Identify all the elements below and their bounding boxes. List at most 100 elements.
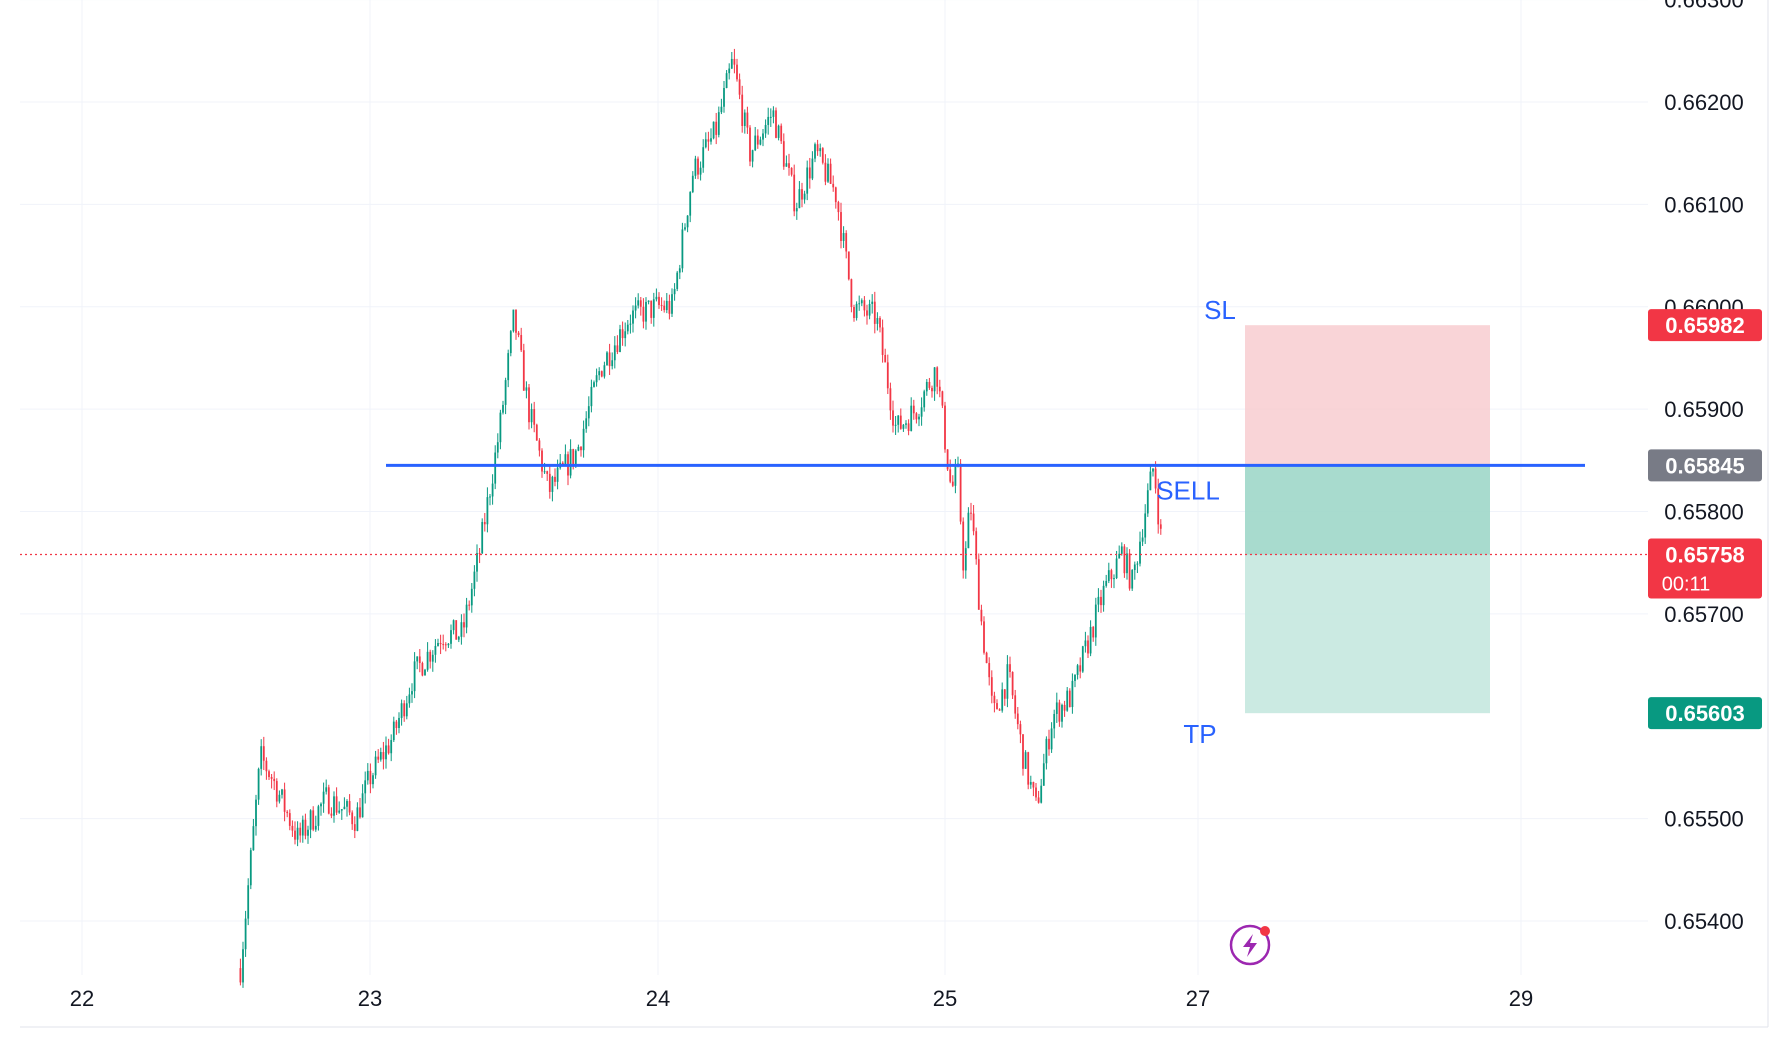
candle-body bbox=[468, 604, 471, 606]
candle-body bbox=[564, 454, 567, 465]
entry-price-badge-text: 0.65845 bbox=[1665, 453, 1745, 478]
candle-body bbox=[723, 87, 725, 107]
candle-body bbox=[671, 294, 673, 314]
candle-body bbox=[546, 471, 549, 474]
candle-body bbox=[556, 467, 559, 482]
tp-price-badge bbox=[1648, 697, 1762, 730]
candle-body bbox=[496, 442, 499, 453]
candle-body bbox=[325, 787, 328, 792]
candle-body bbox=[912, 405, 915, 414]
candle-body bbox=[1092, 626, 1095, 638]
candle-body bbox=[936, 367, 939, 387]
candle-body bbox=[980, 609, 983, 622]
candle-body bbox=[920, 407, 923, 417]
candle-body bbox=[697, 158, 699, 175]
candle-body bbox=[288, 813, 291, 826]
candle-body bbox=[460, 622, 463, 637]
candle-body bbox=[1003, 689, 1006, 699]
candle-body bbox=[837, 202, 840, 213]
lightning-icon[interactable] bbox=[1229, 924, 1271, 966]
candle-body bbox=[1154, 468, 1157, 489]
candle-body bbox=[694, 158, 697, 176]
candle-body bbox=[858, 303, 861, 305]
candle-body bbox=[372, 775, 374, 785]
candle-body bbox=[1063, 704, 1066, 711]
candle-body bbox=[338, 810, 341, 813]
candle-body bbox=[886, 362, 889, 389]
candle-body bbox=[1149, 471, 1152, 491]
candle-body bbox=[447, 643, 450, 646]
candle-body bbox=[327, 787, 330, 814]
candle-body bbox=[1084, 640, 1087, 647]
candle-body bbox=[257, 768, 260, 800]
candle-body bbox=[897, 415, 900, 425]
candle-body bbox=[707, 139, 710, 142]
y-tick-label: 0.65800 bbox=[1664, 500, 1744, 525]
candle-body bbox=[619, 329, 621, 352]
candle-body bbox=[507, 353, 510, 381]
candle-body bbox=[489, 496, 491, 498]
candle-body bbox=[364, 780, 367, 794]
candle-body bbox=[416, 656, 419, 662]
x-tick-label: 24 bbox=[646, 986, 670, 1011]
candle-body bbox=[652, 299, 655, 318]
candle-body bbox=[312, 810, 315, 830]
candle-body bbox=[322, 791, 325, 804]
candle-body bbox=[816, 144, 819, 152]
candle-body bbox=[873, 301, 876, 324]
candle-body bbox=[1107, 570, 1110, 581]
stop-loss-zone[interactable] bbox=[1245, 325, 1490, 466]
candle-body bbox=[1118, 553, 1121, 559]
current-price-text: 0.65758 bbox=[1665, 542, 1745, 567]
candle-body bbox=[931, 387, 933, 392]
candle-body bbox=[307, 829, 309, 836]
candle-body bbox=[452, 620, 455, 631]
candle-body bbox=[840, 212, 842, 241]
candle-body bbox=[431, 654, 434, 662]
candle-body bbox=[281, 789, 283, 795]
candle-body bbox=[658, 296, 660, 305]
candle-body bbox=[239, 968, 242, 983]
candle-body bbox=[977, 559, 980, 610]
candle-body bbox=[899, 415, 902, 429]
candle-body bbox=[424, 669, 426, 676]
candle-body bbox=[608, 352, 611, 367]
candle-body bbox=[632, 310, 634, 324]
candle-body bbox=[717, 112, 720, 135]
sl-price-badge bbox=[1648, 309, 1762, 342]
candle-body bbox=[481, 522, 484, 554]
candle-body bbox=[1022, 734, 1024, 769]
candle-body bbox=[554, 476, 556, 482]
candle-body bbox=[663, 305, 666, 311]
candle-body bbox=[374, 756, 377, 776]
candle-body bbox=[803, 193, 806, 200]
candle-body bbox=[582, 428, 585, 451]
candle-body bbox=[686, 215, 689, 228]
candle-body bbox=[286, 811, 289, 814]
candle-body bbox=[941, 391, 944, 406]
candle-body bbox=[733, 58, 736, 65]
candle-body bbox=[405, 703, 408, 717]
candle-body bbox=[764, 124, 767, 134]
candle-body bbox=[665, 300, 668, 311]
candle-body bbox=[408, 694, 411, 704]
candle-body bbox=[1024, 752, 1027, 769]
candle-body bbox=[691, 175, 694, 193]
candle-body bbox=[533, 409, 536, 425]
candle-body bbox=[502, 404, 504, 413]
candle-body bbox=[746, 112, 749, 128]
candle-body bbox=[868, 303, 871, 316]
candle-body bbox=[923, 391, 926, 408]
candle-body bbox=[512, 309, 515, 332]
candle-body bbox=[255, 799, 257, 827]
x-tick-label: 29 bbox=[1509, 986, 1533, 1011]
candle-body bbox=[1037, 797, 1040, 803]
candle-body bbox=[242, 949, 244, 983]
candle-body bbox=[850, 279, 853, 308]
candle-body bbox=[400, 703, 403, 718]
take-profit-zone[interactable] bbox=[1245, 554, 1490, 714]
candle-body bbox=[1066, 690, 1069, 711]
